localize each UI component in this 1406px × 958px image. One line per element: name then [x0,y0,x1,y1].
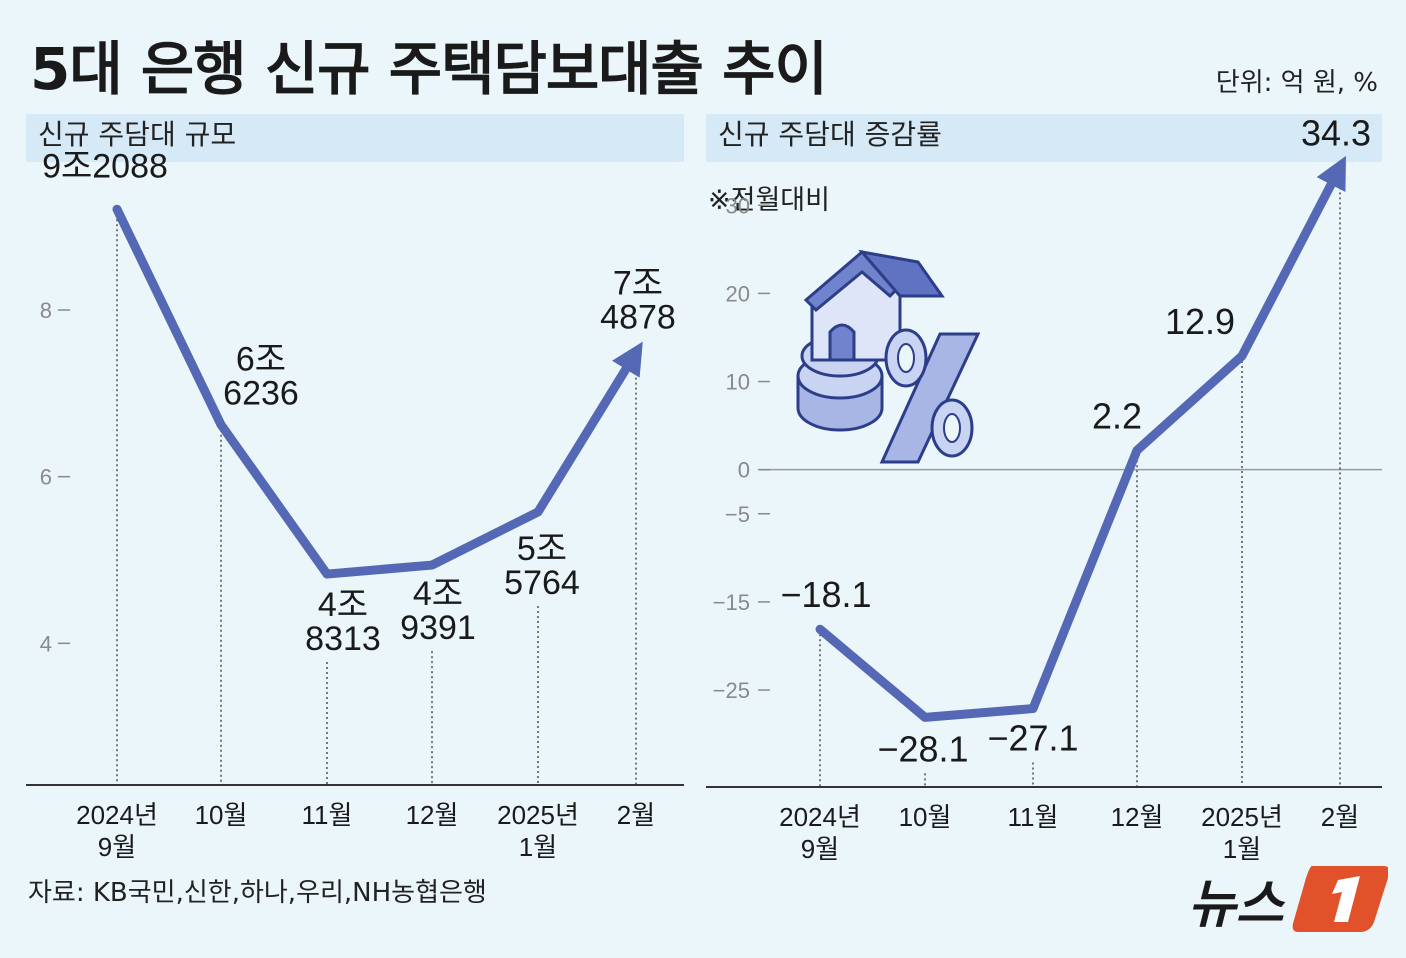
x-category-label: 2월 [1321,802,1359,832]
data-label-line: 4조 [413,575,463,613]
data-label: 2.2 [1092,395,1142,436]
data-label-line: 4조 [318,586,368,624]
y-tick-label: 4 [40,631,52,656]
right-chart-title: 신규 주담대 증감률 [706,114,1382,162]
x-category-line: 2025년 [1201,802,1283,832]
x-category-line: 1월 [519,832,557,862]
data-label: 12.9 [1165,301,1235,342]
data-label-line: 5764 [504,564,580,602]
y-tick-label: −15 [713,590,750,615]
y-tick-label: 10 [726,370,750,395]
x-category-line: 2025년 [497,800,579,830]
x-category-line: 10월 [899,802,952,832]
data-label: 9조2088 [42,147,168,185]
data-label: −28.1 [877,728,968,769]
data-label: 34.3 [1301,112,1371,153]
data-label-line: 4878 [600,299,676,337]
data-label-line: 6조 [236,341,286,379]
x-category-line: 11월 [302,800,353,830]
y-tick-label: −5 [725,502,750,527]
x-category-line: 2024년 [779,802,861,832]
data-label: 4조 9391 [400,575,476,647]
data-label-line: 9391 [400,609,476,647]
y-tick-label: 6 [40,465,52,490]
data-label-line: 8313 [305,620,381,658]
data-label-line: 9조2088 [42,147,168,185]
data-label-line: −27.1 [987,718,1078,759]
data-label-line: 2.2 [1092,395,1142,436]
x-category-line: 2월 [1321,802,1359,832]
x-category-label: 11월 [302,800,353,830]
x-category-line: 12월 [406,800,459,830]
logo-one-icon [1332,876,1360,922]
x-category-label: 2024년 9월 [76,800,158,862]
y-tick-label: 8 [40,298,52,323]
data-label-line: 6236 [223,375,299,413]
x-category-label: 10월 [899,802,952,832]
unit-label: 단위: 억 원, % [1215,68,1378,98]
x-category-line: 2024년 [76,800,158,830]
source-note: 자료: KB국민,신한,하나,우리,NH농협은행 [28,878,487,908]
x-category-label: 12월 [406,800,459,830]
x-category-line: 10월 [195,800,248,830]
data-label: 4조 8313 [305,586,381,658]
data-label-line: 34.3 [1301,112,1371,153]
x-category-line: 11월 [1008,802,1059,832]
series-line [815,155,1346,722]
right-chart-note: ※전월대비 [708,185,830,216]
page-title: 5대 은행 신규 주택담보대출 추이 [30,35,828,103]
y-tick-label: −25 [713,678,750,703]
x-category-line: 9월 [98,832,136,862]
series-line [112,204,643,579]
news1-logo: 뉴스 [1188,866,1388,934]
data-label-line: 12.9 [1165,301,1235,342]
x-category-label: 2025년 1월 [1201,802,1283,864]
y-tick-label: 20 [726,281,750,306]
data-label: 6조 6236 [223,341,299,413]
house-coin-percent-illustration [796,249,981,464]
x-category-label: 2024년 9월 [779,802,861,864]
data-label: 7조 4878 [600,265,676,337]
data-label: 5조 5764 [504,530,580,602]
x-category-label: 11월 [1008,802,1059,832]
x-category-label: 2월 [617,800,655,830]
data-label: −27.1 [987,718,1078,759]
x-category-line: 2월 [617,800,655,830]
data-label-line: −28.1 [877,728,968,769]
left-chart-title: 신규 주담대 규모 [26,114,684,162]
y-tick-label: 0 [738,458,750,483]
x-category-label: 2025년 1월 [497,800,579,862]
x-category-label: 10월 [195,800,248,830]
logo-text: 뉴스 [1188,876,1286,934]
data-label: −18.1 [780,574,871,615]
x-category-line: 1월 [1223,834,1261,864]
x-category-line: 9월 [801,834,839,864]
data-label-line: 7조 [613,265,663,303]
x-category-line: 12월 [1111,802,1164,832]
right-line-chart: 30 20 10 0 −5 −15 −25 −18.1 −28.1 −27.1 2.2 12.9 34.… [706,112,1382,864]
data-label-line: 5조 [517,530,567,568]
y-tick-label: 30 [726,193,750,218]
data-label-line: −18.1 [780,574,871,615]
x-category-label: 12월 [1111,802,1164,832]
